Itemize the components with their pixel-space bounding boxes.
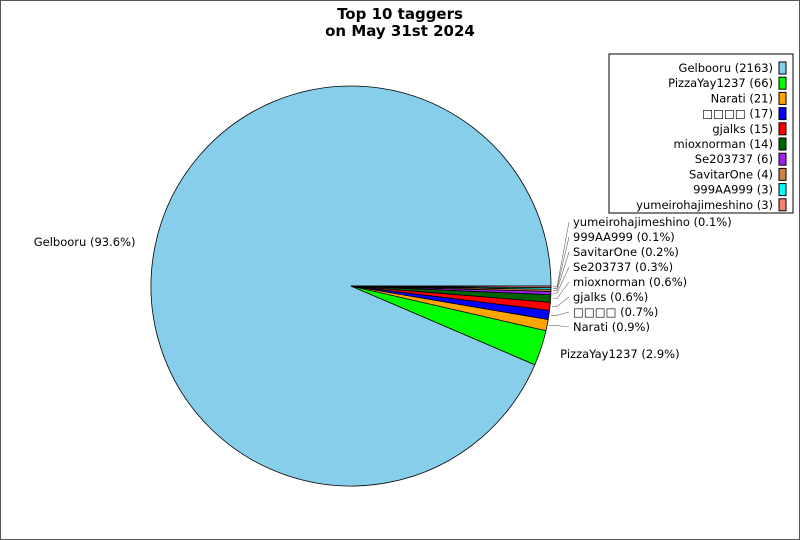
legend-label-7: SavitarOne (4)	[689, 167, 773, 181]
legend-box	[608, 53, 794, 214]
slice-label-3: □□□□ (0.7%)	[573, 305, 658, 319]
chart-title-line-1: Top 10 taggers	[337, 5, 463, 23]
legend-label-2: Narati (21)	[711, 91, 773, 105]
pie-slice-9	[350, 285, 552, 289]
legend-swatch-0	[778, 61, 787, 75]
legend-swatch-2	[778, 91, 787, 105]
slice-label-7: SavitarOne (0.2%)	[573, 245, 679, 259]
legend: Gelbooru (2163)PizzaYay1237 (66)Narati (…	[608, 53, 794, 214]
leader-line-4	[551, 296, 570, 307]
legend-label-6: Se203737 (6)	[695, 152, 773, 166]
leader-line-9	[552, 221, 570, 288]
leader-line-8	[552, 236, 570, 289]
leader-line-6	[552, 266, 570, 294]
legend-swatch-7	[778, 167, 787, 181]
legend-label-8: 999AA999 (3)	[693, 183, 773, 197]
legend-swatch-4	[778, 122, 787, 136]
legend-label-0: Gelbooru (2163)	[679, 61, 773, 75]
slice-label-1: PizzaYay1237 (2.9%)	[560, 347, 679, 361]
legend-swatch-3	[778, 107, 787, 121]
chart-title-line-2: on May 31st 2024	[325, 22, 475, 40]
pie-slice-0	[150, 85, 552, 487]
slice-label-8: 999AA999 (0.1%)	[573, 230, 675, 244]
legend-label-1: PizzaYay1237 (66)	[668, 76, 773, 90]
legend-label-5: mioxnorman (14)	[673, 137, 773, 151]
slice-label-2: Narati (0.9%)	[573, 320, 650, 334]
legend-swatch-1	[778, 76, 787, 90]
legend-label-4: gjalks (15)	[712, 122, 773, 136]
legend-label-9: yumeirohajimeshino (3)	[636, 198, 773, 212]
slice-label-0: Gelbooru (93.6%)	[34, 235, 136, 249]
slice-label-6: Se203737 (0.3%)	[573, 260, 673, 274]
slice-label-5: mioxnorman (0.6%)	[573, 275, 687, 289]
leader-line-5	[552, 281, 570, 299]
leader-line-3	[550, 311, 570, 316]
slice-label-4: gjalks (0.6%)	[573, 290, 648, 304]
legend-label-3: □□□□ (17)	[702, 107, 773, 121]
leader-line-2	[549, 325, 570, 328]
legend-swatch-8	[778, 183, 787, 197]
leader-line-7	[552, 251, 570, 291]
legend-swatch-6	[778, 152, 787, 166]
legend-swatch-5	[778, 137, 787, 151]
slice-label-9: yumeirohajimeshino (0.1%)	[573, 215, 732, 229]
legend-swatch-9	[778, 198, 787, 212]
